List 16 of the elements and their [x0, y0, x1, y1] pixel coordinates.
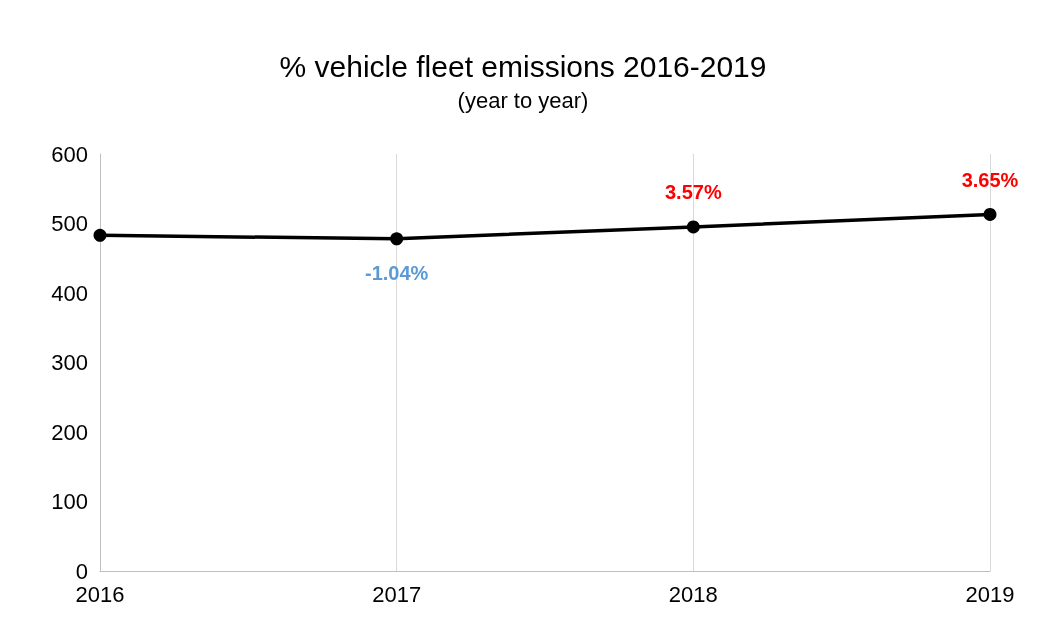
- y-tick-label: 400: [51, 280, 88, 306]
- y-tick-label: 100: [51, 489, 88, 514]
- annotation: 3.57%: [664, 181, 722, 204]
- y-tick-label: 500: [51, 211, 88, 236]
- x-tick-label: 2016: [75, 581, 125, 607]
- x-tick-label: 2017: [372, 581, 422, 607]
- x-tick-label: 2019: [965, 581, 1015, 607]
- annotation: 3.65%: [961, 168, 1019, 191]
- y-tick-label: 300: [51, 350, 88, 375]
- x-tick-label: 2018: [668, 581, 718, 607]
- chart-subtitle: (year to year): [457, 87, 589, 113]
- y-tick-label: 0: [75, 558, 88, 584]
- annotation: -1.04%: [364, 262, 429, 285]
- chart-title: % vehicle fleet emissions 2016-2019: [279, 49, 767, 83]
- y-tick-label: 600: [51, 141, 88, 167]
- y-tick-label: 200: [51, 419, 88, 445]
